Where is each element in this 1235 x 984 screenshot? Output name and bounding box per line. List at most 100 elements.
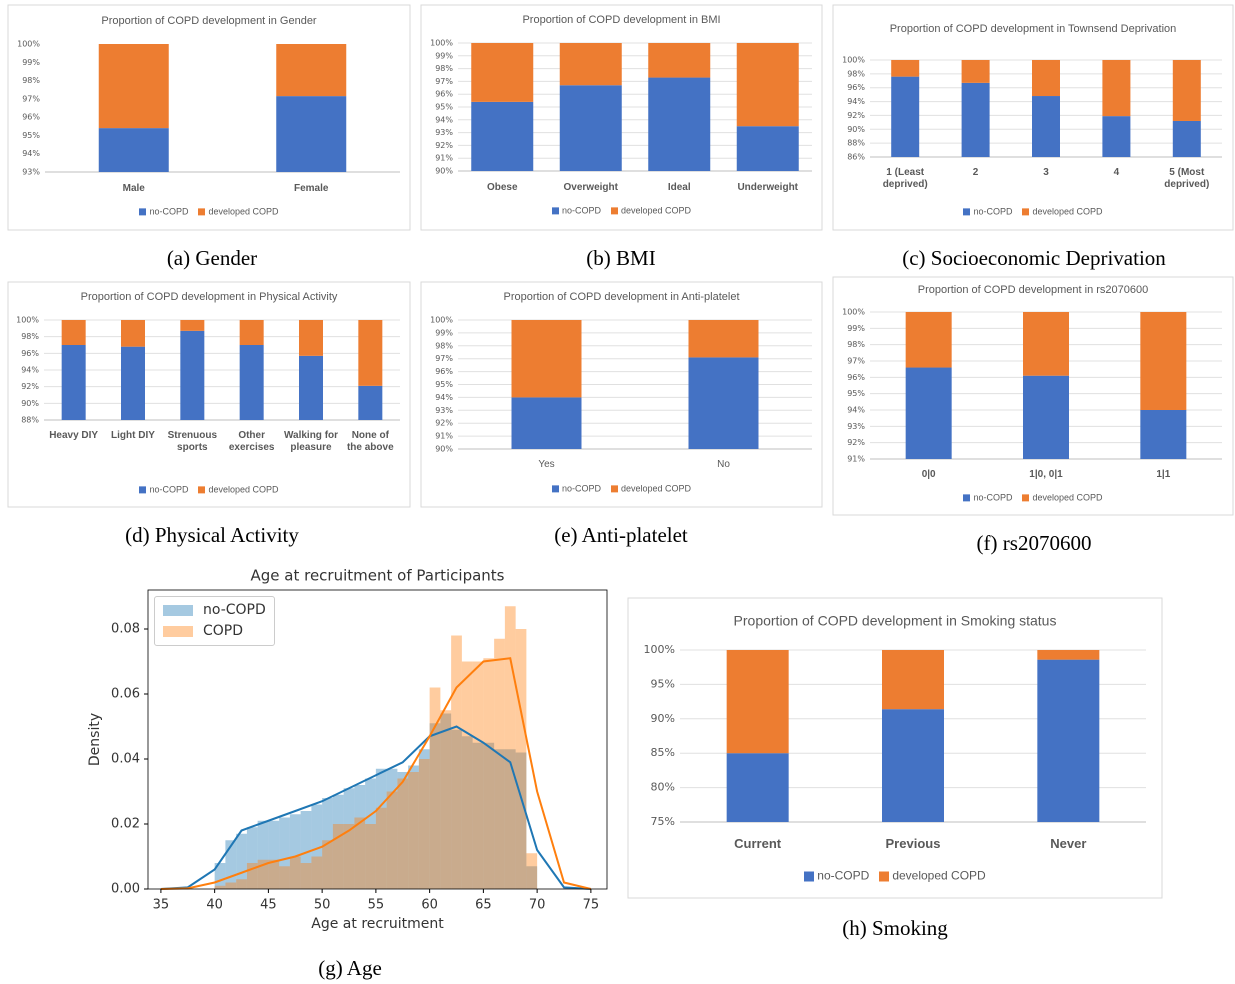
- x-tick-label: 40: [206, 898, 223, 913]
- x-tick-label: 4: [1113, 166, 1120, 178]
- y-tick-label: 90%: [651, 712, 675, 725]
- y-tick-label: 100%: [16, 316, 39, 325]
- bar-segment: [1140, 410, 1187, 459]
- y-tick-label: 80%: [651, 781, 675, 794]
- y-tick-label: 94%: [21, 366, 39, 375]
- histogram-bar: [279, 866, 290, 889]
- chart-title: Proportion of COPD development in Anti-p…: [503, 291, 740, 304]
- histogram-bar: [289, 856, 301, 889]
- y-tick-label: 98%: [847, 69, 865, 78]
- y-tick-label: 91%: [847, 455, 865, 464]
- histogram-bar: [461, 661, 473, 889]
- legend: no-COPD developed COPD: [853, 492, 1213, 503]
- x-tick-label: 75: [583, 898, 600, 913]
- legend-swatch: [163, 625, 193, 637]
- legend-item: developed COPD: [198, 206, 279, 217]
- histogram-bar: [246, 863, 258, 889]
- histogram-bar: [440, 713, 452, 889]
- histogram-bar: [418, 759, 430, 889]
- bar-segment: [891, 60, 920, 77]
- y-tick-label: 96%: [21, 349, 39, 358]
- bar-segment: [905, 312, 952, 368]
- legend-swatch: [804, 871, 815, 882]
- legend-label: no-COPD: [203, 602, 266, 618]
- histogram-bar: [246, 827, 258, 889]
- x-tick-label: Female: [294, 182, 329, 194]
- x-tick-label: Underweight: [737, 181, 799, 193]
- legend-label: no-COPD: [973, 492, 1013, 503]
- caption: (e) Anti-platelet: [554, 522, 688, 547]
- y-tick-label: 99%: [435, 51, 453, 60]
- bar-segment: [1023, 375, 1069, 459]
- legend-label: no-COPD: [817, 868, 870, 883]
- legend-swatch: [963, 494, 971, 502]
- bar-segment: [121, 320, 145, 347]
- caption: (b) BMI: [586, 245, 656, 270]
- legend: no-COPD developed COPD: [442, 205, 802, 216]
- y-tick-label: 96%: [435, 90, 453, 99]
- bar-segment: [726, 650, 789, 754]
- histogram-bar: [214, 863, 226, 889]
- x-tick-label: 1|1: [1156, 468, 1171, 480]
- y-tick-label: 99%: [847, 324, 865, 333]
- panel-frame: [7, 4, 411, 231]
- legend-swatch: [551, 207, 559, 215]
- bar-segment: [882, 709, 944, 822]
- legend-label: no-COPD: [149, 206, 189, 217]
- y-tick-label: 0.04: [111, 752, 140, 767]
- bar-segment: [98, 44, 169, 129]
- caption: (h) Smoking: [842, 915, 948, 940]
- y-tick-label: 94%: [435, 393, 453, 402]
- caption: (a) Gender: [166, 245, 258, 270]
- histogram-bar: [397, 778, 409, 889]
- histogram-bar: [236, 833, 247, 889]
- bar-segment: [121, 346, 145, 420]
- histogram-bar: [257, 820, 269, 889]
- legend-swatch: [198, 208, 206, 216]
- kde-line: [160, 657, 592, 890]
- x-tick-label: 1 (Least deprived): [882, 166, 928, 191]
- histogram-bar: [375, 807, 387, 889]
- histogram-bar: [375, 768, 387, 889]
- x-tick-label: Yes: [538, 458, 555, 470]
- x-tick-label: 5 (Most deprived): [1164, 166, 1210, 191]
- legend-label: COPD: [203, 623, 244, 639]
- histogram-bar: [225, 840, 237, 889]
- legend: no-COPD COPD: [154, 596, 275, 646]
- y-tick-label: 91%: [435, 432, 453, 441]
- x-tick-label: 70: [529, 898, 546, 913]
- legend: no-COPD developed COPD: [853, 206, 1213, 217]
- chart-title: Proportion of COPD development in Townse…: [889, 23, 1177, 36]
- histogram-bar: [386, 791, 398, 889]
- bar-segment: [961, 60, 990, 83]
- histogram-bar: [225, 882, 237, 889]
- x-tick-label: Previous: [885, 835, 941, 851]
- y-tick-label: 96%: [435, 367, 453, 376]
- legend-item: COPD: [163, 621, 266, 642]
- legend-label: developed COPD: [1032, 206, 1103, 217]
- y-tick-label: 92%: [435, 141, 453, 150]
- histogram-bar: [365, 824, 376, 889]
- histogram-bar: [268, 820, 280, 889]
- histogram-bar: [483, 658, 495, 889]
- histogram-bar: [279, 817, 290, 889]
- histogram-bar: [236, 879, 247, 889]
- histogram-bar: [343, 788, 355, 889]
- legend-swatch: [610, 207, 618, 215]
- bar-segment: [736, 43, 799, 127]
- bar-segment: [1032, 96, 1060, 157]
- bar-segment: [239, 320, 264, 345]
- legend-label: developed COPD: [620, 483, 692, 494]
- histogram-bar: [332, 824, 344, 889]
- y-tick-label: 0.08: [111, 622, 140, 637]
- y-tick-label: 93%: [435, 128, 453, 137]
- legend-item: developed COPD: [1022, 492, 1103, 503]
- chart-title: Proportion of COPD development in Gender: [101, 15, 317, 28]
- x-tick-label: Other exercises: [228, 429, 275, 454]
- y-tick-label: 86%: [847, 153, 865, 162]
- x-tick-label: 2: [972, 166, 979, 178]
- histogram-bar: [311, 856, 323, 889]
- chart-title: Proportion of COPD development in rs2070…: [917, 284, 1149, 297]
- legend-swatch: [139, 486, 147, 494]
